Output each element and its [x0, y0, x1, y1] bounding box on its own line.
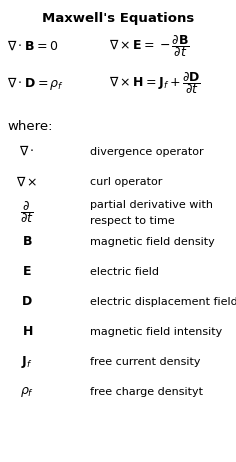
Text: $\mathbf{H}$: $\mathbf{H}$ [21, 325, 33, 338]
Text: $\nabla \cdot \mathbf{B} = 0$: $\nabla \cdot \mathbf{B} = 0$ [7, 39, 58, 53]
Text: free charge densityt: free charge densityt [90, 387, 203, 397]
Text: where:: where: [7, 120, 53, 133]
Text: $\nabla \cdot$: $\nabla \cdot$ [19, 145, 35, 158]
Text: curl operator: curl operator [90, 176, 162, 187]
Text: $\nabla \times \mathbf{E} = -\dfrac{\partial \mathbf{B}}{\partial t}$: $\nabla \times \mathbf{E} = -\dfrac{\par… [109, 33, 190, 59]
Text: $\nabla \cdot \mathbf{D} = \rho_f$: $\nabla \cdot \mathbf{D} = \rho_f$ [7, 75, 64, 91]
Text: $\nabla \times$: $\nabla \times$ [16, 175, 38, 188]
Text: $\mathbf{J}_f$: $\mathbf{J}_f$ [21, 354, 33, 370]
Text: $\nabla \times \mathbf{H} = \mathbf{J}_f + \dfrac{\partial \mathbf{D}}{\partial : $\nabla \times \mathbf{H} = \mathbf{J}_f… [109, 70, 201, 96]
Text: Maxwell's Equations: Maxwell's Equations [42, 12, 194, 25]
Text: $\rho_f$: $\rho_f$ [20, 385, 34, 399]
Text: $\mathbf{B}$: $\mathbf{B}$ [22, 235, 33, 248]
Text: $\dfrac{\partial}{\partial t}$: $\dfrac{\partial}{\partial t}$ [20, 199, 34, 225]
Text: magnetic field intensity: magnetic field intensity [90, 327, 222, 337]
Text: divergence operator: divergence operator [90, 146, 203, 157]
Text: partial derivative with: partial derivative with [90, 200, 213, 210]
Text: free current density: free current density [90, 357, 200, 367]
Text: $\mathbf{E}$: $\mathbf{E}$ [22, 265, 32, 278]
Text: magnetic field density: magnetic field density [90, 237, 215, 247]
Text: $\mathbf{D}$: $\mathbf{D}$ [21, 295, 33, 308]
Text: respect to time: respect to time [90, 216, 174, 226]
Text: electric field: electric field [90, 267, 159, 277]
Text: electric displacement field: electric displacement field [90, 297, 236, 307]
